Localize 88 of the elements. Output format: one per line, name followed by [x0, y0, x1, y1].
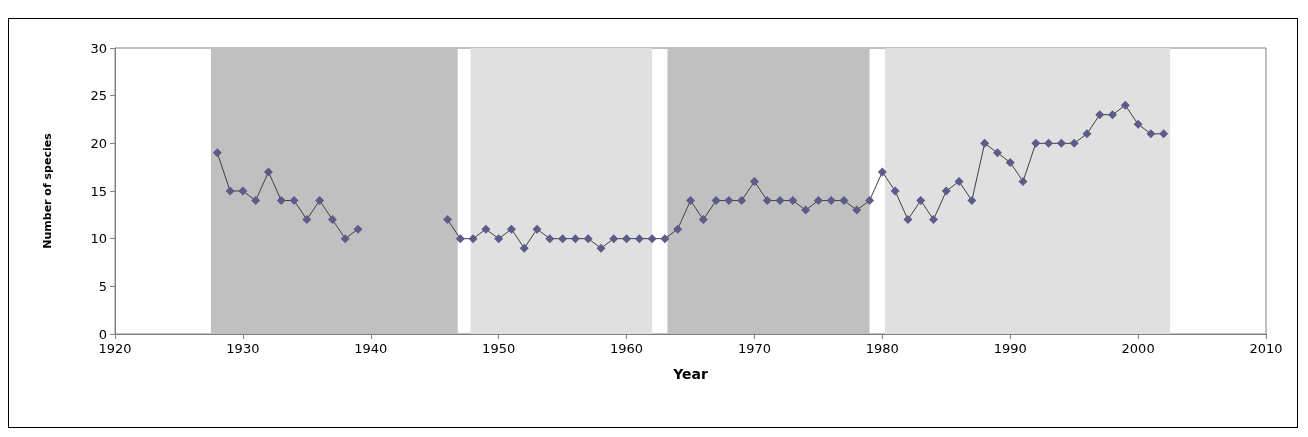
- point: [1133, 119, 1143, 129]
- point: [1056, 138, 1066, 148]
- point: [1005, 157, 1015, 167]
- point: [225, 186, 235, 196]
- y-tick-label: 5: [98, 278, 107, 294]
- x-axis-title: Year: [672, 366, 708, 382]
- point: [660, 234, 670, 244]
- point: [506, 224, 516, 234]
- point: [1082, 129, 1092, 139]
- point: [698, 215, 708, 225]
- x-tick-label: 1960: [610, 341, 644, 356]
- point: [289, 196, 299, 206]
- point: [481, 224, 491, 234]
- point: [609, 234, 619, 244]
- point: [903, 215, 913, 225]
- point: [468, 234, 478, 244]
- x-tick-label: 1930: [226, 341, 260, 356]
- point: [634, 234, 644, 244]
- point: [749, 176, 759, 186]
- y-tick-label: 30: [90, 40, 107, 56]
- point: [928, 215, 938, 225]
- point: [941, 186, 951, 196]
- point: [877, 167, 887, 177]
- point: [916, 196, 926, 206]
- point: [813, 196, 823, 206]
- point: [826, 196, 836, 206]
- point: [724, 196, 734, 206]
- point: [596, 243, 606, 253]
- point: [762, 196, 772, 206]
- y-tick-label: 20: [90, 135, 107, 151]
- point: [992, 148, 1002, 158]
- point: [519, 243, 529, 253]
- point: [1069, 138, 1079, 148]
- point: [545, 234, 555, 244]
- point: [212, 148, 222, 158]
- y-tick-label: 25: [90, 88, 107, 104]
- point: [1018, 176, 1028, 186]
- point: [852, 205, 862, 215]
- point: [865, 196, 875, 206]
- point: [1095, 110, 1105, 120]
- point: [558, 234, 568, 244]
- point: [1044, 138, 1054, 148]
- point: [238, 186, 248, 196]
- x-tick-label: 1970: [737, 341, 771, 356]
- point: [711, 196, 721, 206]
- point: [251, 196, 261, 206]
- point: [583, 234, 593, 244]
- y-tick-label: 15: [90, 183, 107, 199]
- point: [1146, 129, 1156, 139]
- point: [1120, 100, 1130, 110]
- point: [967, 196, 977, 206]
- point: [276, 196, 286, 206]
- point: [980, 138, 990, 148]
- point: [775, 196, 785, 206]
- point: [263, 167, 273, 177]
- point: [1159, 129, 1169, 139]
- point: [315, 196, 325, 206]
- point: [801, 205, 811, 215]
- point: [890, 186, 900, 196]
- point: [327, 215, 337, 225]
- point: [340, 234, 350, 244]
- y-tick-label: 10: [90, 231, 107, 247]
- point: [353, 224, 363, 234]
- point: [532, 224, 542, 234]
- x-tick-label: 1920: [98, 341, 132, 356]
- point: [1108, 110, 1118, 120]
- x-tick-label: 1980: [865, 341, 899, 356]
- x-tick-label: 1950: [482, 341, 516, 356]
- point: [1031, 138, 1041, 148]
- point: [737, 196, 747, 206]
- x-tick-label: 2000: [1121, 341, 1155, 356]
- point: [839, 196, 849, 206]
- point: [494, 234, 504, 244]
- point: [443, 215, 453, 225]
- point: [647, 234, 657, 244]
- point: [788, 196, 798, 206]
- y-axis-title: Number of species: [41, 132, 54, 249]
- point: [954, 176, 964, 186]
- point: [570, 234, 580, 244]
- x-tick-label: 1990: [993, 341, 1027, 356]
- point: [622, 234, 632, 244]
- point: [302, 215, 312, 225]
- x-tick-label: 1940: [354, 341, 388, 356]
- point: [455, 234, 465, 244]
- y-tick-label: 0: [98, 326, 107, 342]
- point: [686, 196, 695, 206]
- x-tick-label: 2010: [1249, 341, 1283, 356]
- point: [673, 224, 683, 234]
